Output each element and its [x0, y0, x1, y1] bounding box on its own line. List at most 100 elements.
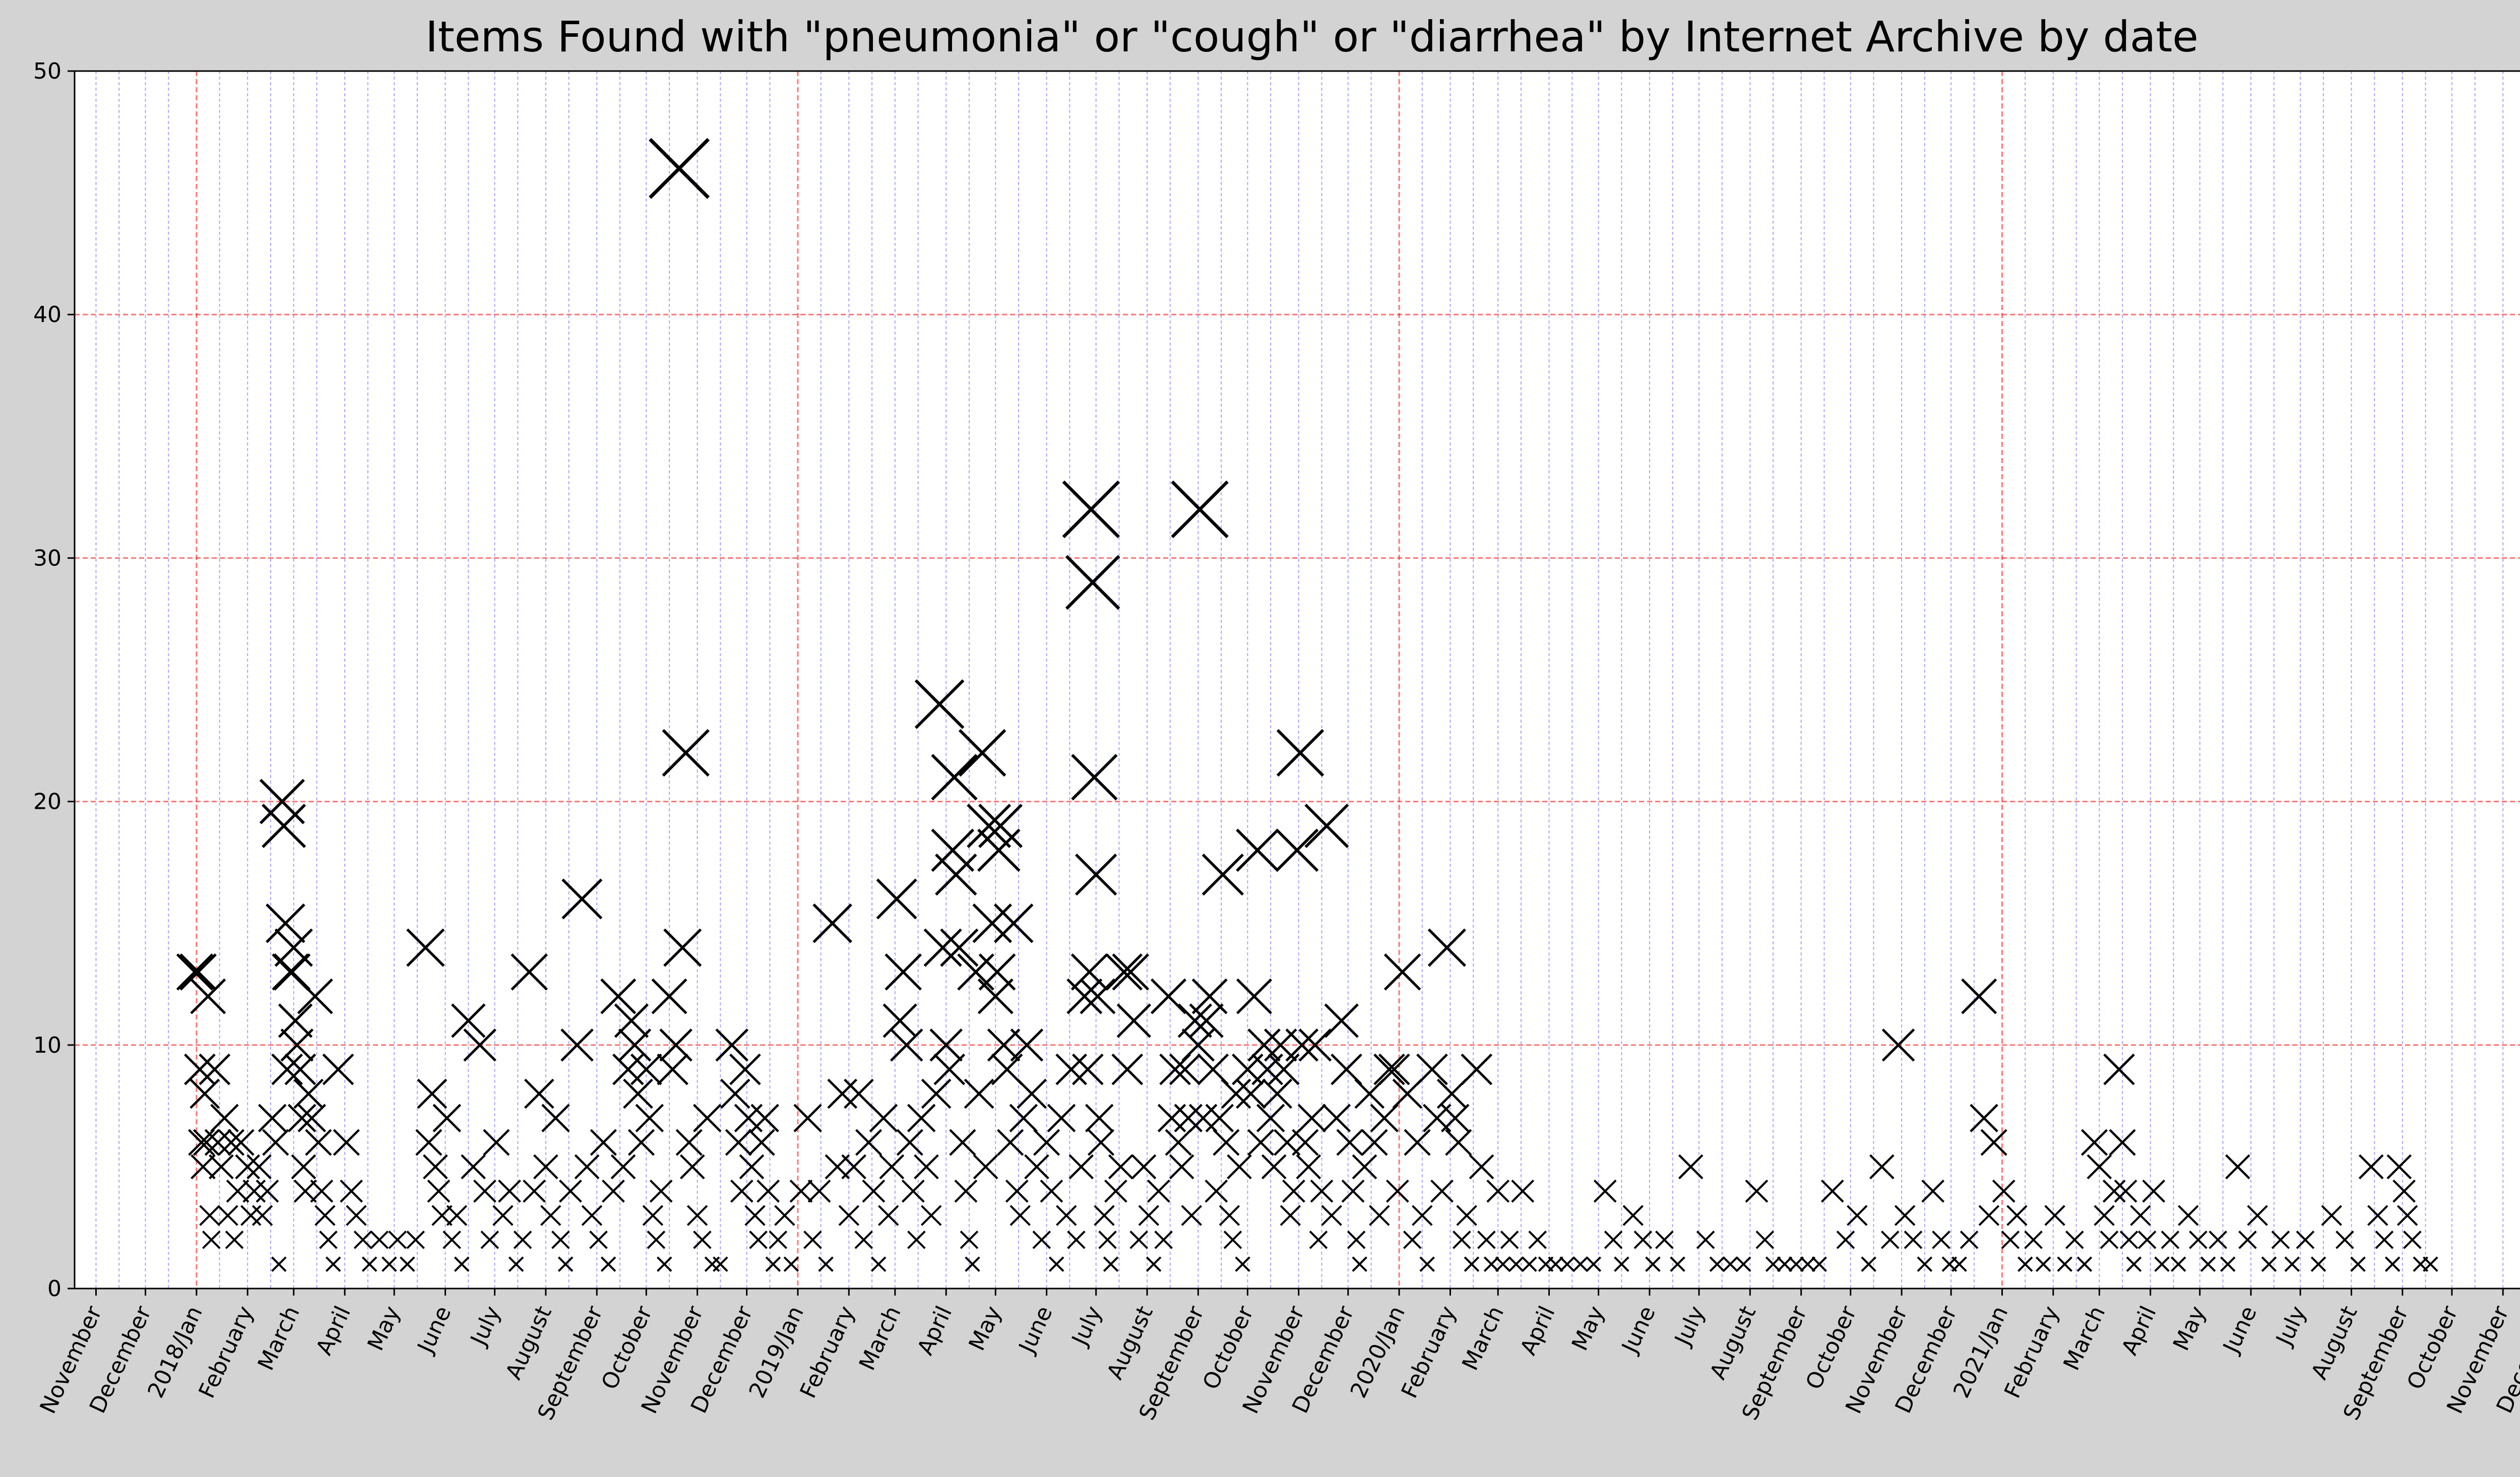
y-tick-label: 30 [33, 545, 61, 571]
data-point [844, 1078, 874, 1109]
data-point [1614, 1256, 1629, 1272]
data-point [561, 878, 603, 920]
data-point [1678, 1154, 1704, 1180]
data-point [1247, 1129, 1275, 1156]
data-point [2358, 1154, 2384, 1180]
data-point [2154, 1256, 2170, 1272]
data-point [715, 1029, 749, 1062]
data-point [1191, 978, 1228, 1014]
data-point [1370, 1104, 1399, 1133]
data-point [991, 1053, 1023, 1085]
data-point [1032, 1231, 1051, 1249]
data-point [2100, 1231, 2119, 1249]
data-point [1419, 1256, 1435, 1272]
data-point [993, 903, 1034, 943]
data-point [876, 878, 917, 920]
data-point [2403, 1231, 2422, 1249]
data-point [1104, 1179, 1127, 1203]
data-point [382, 1256, 397, 1272]
data-point [765, 1256, 781, 1272]
data-point [333, 1129, 360, 1156]
data-point [2035, 1256, 2051, 1272]
data-point [651, 978, 687, 1014]
data-point [1430, 1179, 1454, 1203]
chart-title: Items Found with "pneumonia" or "cough" … [425, 12, 2198, 61]
data-point [602, 1179, 625, 1203]
data-point [1129, 1231, 1148, 1249]
data-point [1048, 1256, 1064, 1272]
data-point [2076, 1256, 2093, 1272]
data-point [1009, 1104, 1038, 1133]
data-point [451, 1003, 486, 1038]
data-point [1094, 1205, 1115, 1226]
data-point [1836, 1231, 1855, 1249]
data-point [1165, 1129, 1192, 1156]
data-point [2178, 1205, 2199, 1226]
data-point [879, 1154, 905, 1180]
data-point [2142, 1179, 2166, 1203]
data-point [1352, 1154, 1377, 1180]
data-point [921, 1205, 942, 1226]
data-point [1341, 1179, 1365, 1203]
data-point [1087, 1129, 1115, 1156]
data-point [1385, 1179, 1409, 1203]
data-point [574, 1154, 600, 1180]
data-point [1881, 1029, 1915, 1062]
data-point [1373, 1053, 1405, 1085]
data-point [1098, 1231, 1117, 1249]
data-point [935, 853, 977, 896]
data-point [1138, 1205, 1159, 1226]
data-point [2336, 1231, 2354, 1249]
data-point [1403, 1231, 1422, 1249]
data-point [1464, 1256, 1480, 1272]
data-point [2065, 1231, 2084, 1249]
data-point [744, 1205, 766, 1226]
data-point [1005, 1179, 1029, 1203]
data-point [217, 1129, 245, 1156]
data-point [1980, 1129, 2007, 1156]
data-point [511, 953, 548, 991]
data-point [480, 1231, 499, 1249]
data-point [1251, 1053, 1283, 1085]
data-point [1820, 1179, 1844, 1203]
data-point [176, 953, 214, 991]
data-point [1670, 1256, 1685, 1272]
data-point [854, 1231, 873, 1249]
data-point [541, 1104, 570, 1133]
data-point [739, 1154, 765, 1180]
data-point [1071, 754, 1118, 801]
data-point [240, 1205, 262, 1226]
data-point [2392, 1179, 2416, 1203]
data-point [266, 903, 305, 943]
data-point [1261, 1154, 1287, 1180]
data-point [225, 1231, 244, 1249]
data-point [1880, 1231, 1900, 1249]
data-point [340, 1179, 363, 1203]
data-point [199, 1053, 231, 1085]
data-point [204, 1129, 231, 1156]
data-point [406, 1231, 425, 1249]
data-point [1736, 1256, 1751, 1272]
data-point [890, 1029, 923, 1062]
data-point [1483, 1256, 1499, 1272]
data-point [618, 1029, 652, 1062]
data-point [1056, 1205, 1077, 1226]
data-point [2024, 1231, 2043, 1249]
data-point [513, 1231, 532, 1249]
data-point [293, 1078, 324, 1109]
data-point [319, 1231, 338, 1249]
data-point [1445, 1129, 1472, 1156]
data-point [1276, 729, 1325, 777]
data-point [1765, 1256, 1781, 1272]
data-point [1068, 1154, 1094, 1180]
data-point [656, 1256, 672, 1272]
data-point [256, 1179, 279, 1203]
data-point [1622, 1205, 1644, 1226]
data-point [1992, 1179, 2015, 1203]
data-point [314, 1205, 336, 1226]
data-point [2397, 1205, 2418, 1226]
data-point [896, 1129, 923, 1156]
data-point [1436, 1078, 1467, 1109]
data-point [2310, 1256, 2326, 1272]
data-point [297, 978, 333, 1014]
